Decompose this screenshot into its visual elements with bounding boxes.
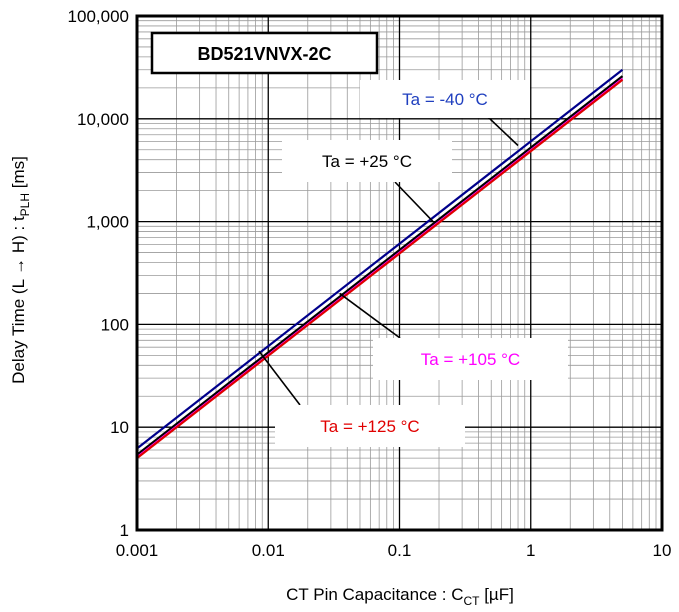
x-tick-label: 1: [526, 541, 535, 560]
y-tick-label: 10,000: [77, 110, 129, 129]
x-tick-label: 0.001: [116, 541, 159, 560]
annotation-background: [373, 338, 568, 380]
y-tick-label: 100: [101, 315, 129, 334]
y-axis-title: Delay Time (L → H) : tPLH [ms]: [9, 156, 32, 384]
y-tick-label: 10: [110, 418, 129, 437]
annotation-pointer: [258, 350, 301, 406]
annotation-label: Ta = +25 °C: [322, 152, 412, 171]
series-annotations: Ta = -40 °C Ta = +25 °C Ta = +105 °C Ta = +…: [275, 80, 568, 447]
x-tick-label: 10: [653, 541, 672, 560]
annotation-background: [360, 80, 530, 118]
y-axis-title-main: Delay Time (L → H) : t: [9, 216, 28, 384]
series-line-ta-125-c: [136, 78, 624, 459]
annotation-label: Ta = -40 °C: [402, 90, 488, 109]
annotation-background: [282, 140, 452, 182]
y-tick-labels: 1 10 100 1,000 10,000 100,000: [68, 7, 129, 540]
plot-area-border: [135, 14, 664, 532]
y-axis-title-sub: PLH: [18, 193, 32, 216]
annotation-label: Ta = +125 °C: [320, 417, 419, 436]
y-tick-label: 100,000: [68, 7, 129, 26]
series-line-ta-40-c: [136, 68, 624, 450]
y-axis-title-unit: [ms]: [9, 156, 28, 193]
x-tick-label: 0.01: [252, 541, 285, 560]
x-tick-labels: 0.001 0.01 0.1 1 10: [116, 541, 672, 560]
annotation-box: Ta = +25 °C: [282, 140, 452, 182]
chart-title: BD521VNVX-2C: [197, 44, 331, 64]
chart-title-box: BD521VNVX-2C: [150, 31, 379, 75]
y-tick-label: 1,000: [86, 213, 129, 232]
x-tick-label: 0.1: [388, 541, 412, 560]
annotation-background: [275, 405, 465, 447]
annotation-box: Ta = -40 °C: [360, 80, 530, 118]
annotation-box: Ta = +125 °C: [275, 405, 465, 447]
annotation-label: Ta = +105 °C: [421, 350, 520, 369]
x-axis-title: CT Pin Capacitance : CCT [µF]: [286, 585, 514, 608]
y-tick-label: 1: [120, 521, 129, 540]
x-axis-title-unit: [µF]: [479, 585, 513, 604]
annotation-pointer: [339, 292, 401, 339]
series-line-ta-25-c: [136, 75, 624, 456]
x-axis-title-main: CT Pin Capacitance : C: [286, 585, 463, 604]
x-axis-title-sub: CT: [463, 594, 480, 608]
annotation-pointer: [394, 181, 434, 223]
series-lines: [136, 68, 624, 459]
annotation-box: Ta = +105 °C: [373, 338, 568, 380]
